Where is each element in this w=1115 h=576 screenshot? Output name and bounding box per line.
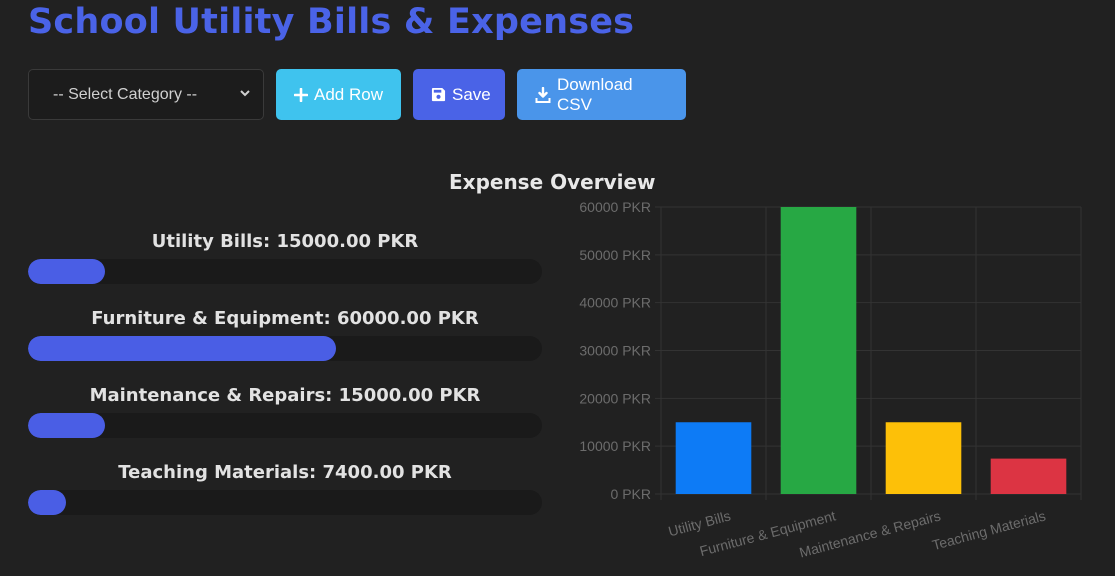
category-select[interactable]: -- Select Category -- bbox=[28, 69, 264, 120]
add-row-button[interactable]: Add Row bbox=[276, 69, 401, 120]
y-tick-label: 20000 PKR bbox=[579, 390, 651, 406]
x-tick-label: Utility Bills bbox=[667, 507, 733, 539]
expense-progress-label: Teaching Materials: 7400.00 PKR bbox=[118, 462, 452, 483]
progress-fill bbox=[28, 413, 106, 438]
expense-progress-item: Utility Bills: 15000.00 PKR bbox=[28, 229, 542, 306]
save-label: Save bbox=[452, 84, 491, 104]
expense-progress-label: Maintenance & Repairs: 15000.00 PKR bbox=[89, 385, 481, 406]
y-tick-label: 10000 PKR bbox=[579, 438, 651, 454]
bar bbox=[990, 458, 1067, 494]
y-tick-label: 60000 PKR bbox=[579, 199, 651, 215]
toolbar: -- Select Category -- Add Row Save Downl… bbox=[28, 69, 686, 120]
expense-progress-label: Furniture & Equipment: 60000.00 PKR bbox=[91, 308, 479, 329]
bar bbox=[780, 207, 857, 494]
progress-track bbox=[28, 413, 542, 438]
expense-progress-list: Utility Bills: 15000.00 PKR Furniture & … bbox=[28, 229, 542, 537]
x-tick-label: Teaching Materials bbox=[930, 507, 1047, 553]
download-icon bbox=[535, 86, 551, 103]
floppy-disk-icon bbox=[431, 87, 446, 102]
chevron-down-icon bbox=[239, 86, 251, 104]
add-row-label: Add Row bbox=[314, 84, 383, 104]
download-csv-button[interactable]: Download CSV bbox=[517, 69, 686, 120]
progress-track bbox=[28, 336, 542, 361]
y-tick-label: 50000 PKR bbox=[579, 247, 651, 263]
plus-icon bbox=[294, 87, 308, 102]
progress-track bbox=[28, 490, 542, 515]
expense-overview-title: Expense Overview bbox=[449, 170, 656, 194]
download-csv-label: Download CSV bbox=[557, 74, 633, 114]
page-title: School Utility Bills & Expenses bbox=[28, 2, 635, 42]
progress-fill bbox=[28, 490, 67, 515]
y-tick-label: 30000 PKR bbox=[579, 343, 651, 359]
expense-progress-label: Utility Bills: 15000.00 PKR bbox=[151, 231, 419, 252]
progress-fill bbox=[28, 259, 106, 284]
save-button[interactable]: Save bbox=[413, 69, 505, 120]
expense-bar-chart: 0 PKR 10000 PKR 20000 PKR 30000 PKR 40000 PK… bbox=[579, 199, 1082, 561]
expense-progress-item: Furniture & Equipment: 60000.00 PKR bbox=[28, 306, 542, 383]
y-tick-label: 0 PKR bbox=[611, 486, 651, 502]
progress-track bbox=[28, 259, 542, 284]
bar bbox=[885, 422, 962, 494]
y-tick-label: 40000 PKR bbox=[579, 295, 651, 311]
expense-progress-item: Teaching Materials: 7400.00 PKR bbox=[28, 460, 542, 537]
expense-progress-item: Maintenance & Repairs: 15000.00 PKR bbox=[28, 383, 542, 460]
bar bbox=[675, 422, 752, 494]
category-select-value: -- Select Category -- bbox=[53, 85, 198, 103]
progress-fill bbox=[28, 336, 337, 361]
